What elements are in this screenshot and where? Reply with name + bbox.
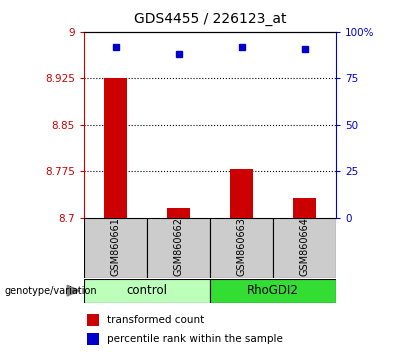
Bar — [273, 218, 336, 278]
Text: GSM860661: GSM860661 — [110, 217, 121, 276]
Bar — [168, 209, 189, 218]
Bar — [87, 333, 99, 346]
Bar — [210, 279, 336, 303]
Text: RhoGDI2: RhoGDI2 — [247, 284, 299, 297]
Text: percentile rank within the sample: percentile rank within the sample — [107, 335, 283, 344]
Text: genotype/variation: genotype/variation — [4, 286, 97, 296]
Text: GSM860662: GSM860662 — [173, 217, 184, 276]
Bar — [231, 169, 252, 218]
Text: GSM860664: GSM860664 — [299, 217, 310, 276]
Bar — [87, 314, 99, 326]
Bar — [147, 218, 210, 278]
Bar — [84, 279, 210, 303]
Bar — [294, 198, 315, 218]
Bar — [84, 218, 147, 278]
Bar — [105, 78, 126, 218]
Text: transformed count: transformed count — [107, 315, 204, 325]
Polygon shape — [67, 285, 80, 296]
Text: GDS4455 / 226123_at: GDS4455 / 226123_at — [134, 12, 286, 27]
Bar — [210, 218, 273, 278]
Text: GSM860663: GSM860663 — [236, 217, 247, 276]
Text: control: control — [126, 284, 168, 297]
